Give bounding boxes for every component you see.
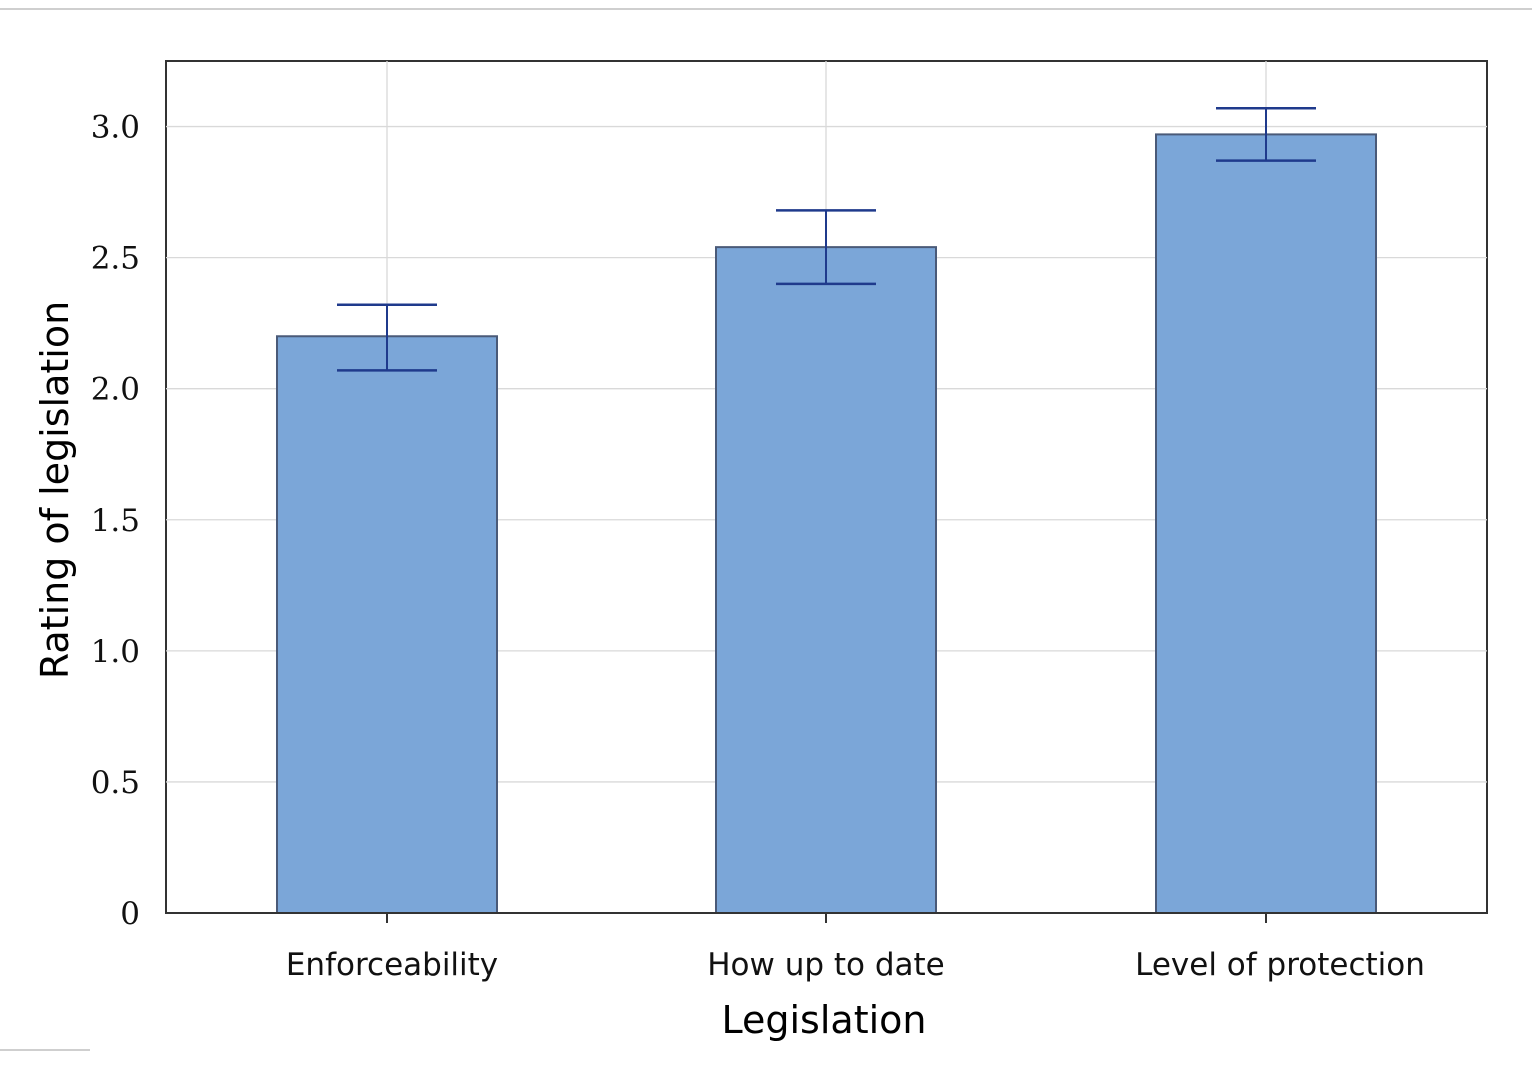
bar-2 [715,246,937,915]
y-tick-label: 0.5 [91,765,140,801]
y-tick-label: 0 [120,896,140,932]
y-tick-label: 1.0 [91,634,140,670]
x-axis-title: Legislation [722,998,927,1042]
bars [276,133,1377,915]
x-tick-label: How up to date [707,947,945,983]
y-tick-label: 3.0 [91,110,140,146]
y-tick-label: 2.0 [91,372,140,408]
y-tick-label: 1.5 [91,503,140,539]
bar-1 [276,335,498,914]
error-bars [337,106,1316,372]
x-tick-label: Enforceability [286,947,498,983]
y-tick-labels: 0 0.5 1.0 1.5 2.0 2.5 3.0 [91,110,140,932]
plot-area [165,60,1488,923]
y-tick-label: 2.5 [91,241,140,277]
x-tick-labels: Enforceability How up to date Level of pro… [286,947,1425,983]
x-ticks [386,913,1267,923]
x-tick-label: Level of protection [1135,947,1425,983]
y-axis-title: Rating of legislation [33,301,77,679]
bar-3 [1155,133,1377,914]
